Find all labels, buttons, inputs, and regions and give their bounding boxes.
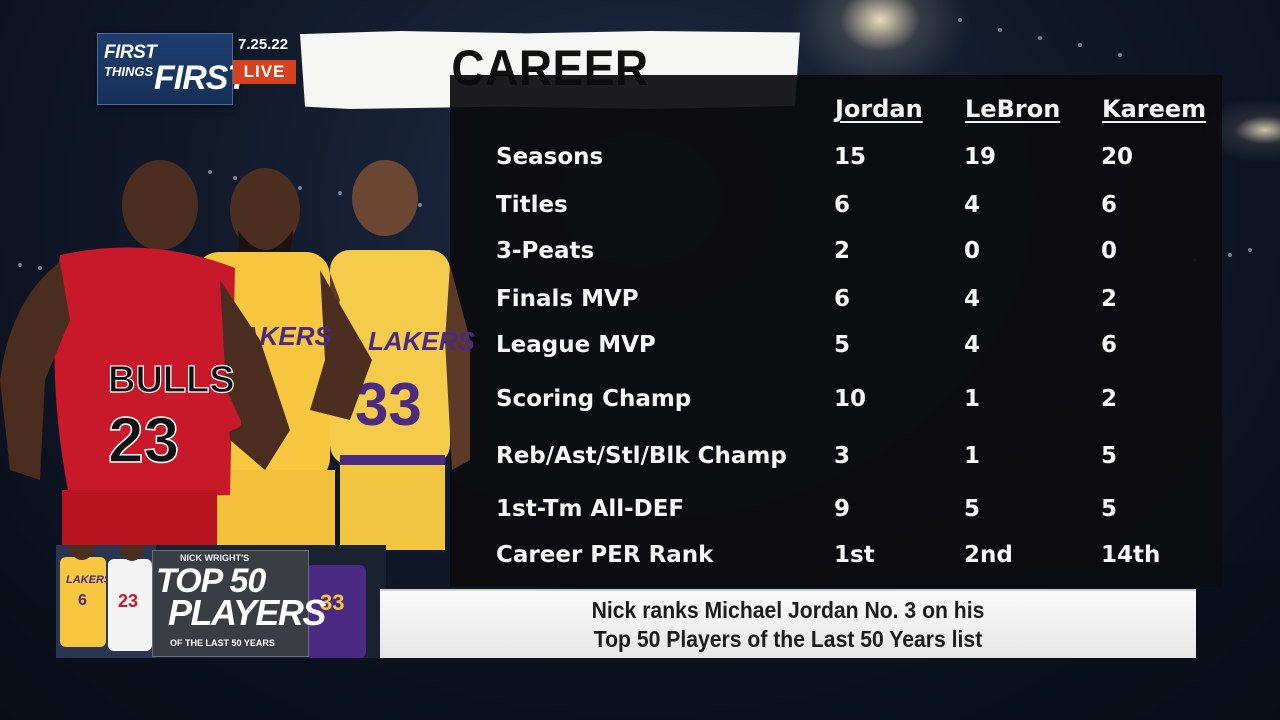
table-row: Titles 6 4 6 [450,192,1222,232]
cell-lebron: 19 [964,144,997,170]
row-label: Scoring Champ [496,386,692,412]
svg-text:LAKERS: LAKERS [66,574,112,586]
row-label: Titles [496,192,568,218]
svg-text:6: 6 [78,592,87,609]
logo-line1: FIRST [104,42,157,63]
row-label: League MVP [496,332,656,358]
table-row: Scoring Champ 10 1 2 [450,386,1222,426]
promo-sub-label: OF THE LAST 50 YEARS [170,638,275,648]
cell-kareem: 6 [1101,332,1118,358]
row-label: Reb/Ast/Stl/Blk Champ [496,443,787,469]
table-row: 1st-Tm All-DEF 9 5 5 [450,496,1222,536]
cell-lebron: 1 [964,443,981,469]
show-logo: FIRST THINGS FIRST [97,33,248,105]
cell-jordan: 2 [834,238,851,264]
promo-top-label: TOP 50 [156,562,266,600]
table-row: League MVP 5 4 6 [450,332,1222,372]
jordan-number: 23 [108,404,179,476]
cell-jordan: 6 [834,286,851,312]
cell-kareem: 14th [1101,542,1161,568]
svg-text:23: 23 [118,591,138,611]
top50-badge [152,550,309,657]
cell-kareem: 20 [1101,144,1134,170]
cell-jordan: 5 [834,332,851,358]
cell-lebron: 1 [964,386,981,412]
row-label: Finals MVP [496,286,639,312]
cell-kareem: 0 [1101,238,1118,264]
logo-line2: THINGS [104,64,154,79]
column-header-jordan: Jordan [835,95,923,123]
promo-art: LAKERS 6 23 33 [56,545,366,658]
row-label: Seasons [496,144,604,170]
table-row: Career PER Rank 1st 2nd 14th [450,542,1222,582]
table-row: Reb/Ast/Stl/Blk Champ 3 1 5 [450,443,1222,483]
kareem-figure: LAKERS 33 [300,160,476,550]
row-label: 3-Peats [496,238,595,264]
caption-line2: Top 50 Players of the Last 50 Years list [593,626,983,652]
cell-jordan: 15 [834,144,867,170]
comparison-table: Jordan LeBron Kareem Seasons 15 19 20 Ti… [450,75,1222,587]
cell-lebron: 0 [964,238,981,264]
jordan-figure: BULLS 23 [0,160,290,610]
cell-jordan: 1st [834,542,875,568]
table-row: Seasons 15 19 20 [450,144,1222,184]
kareem-number: 33 [355,371,422,438]
live-badge: LIVE [233,60,296,84]
cell-jordan: 9 [834,496,851,522]
column-header-kareem: Kareem [1102,95,1207,123]
row-label: Career PER Rank [496,542,714,568]
cell-kareem: 2 [1101,286,1118,312]
kareem-team: LAKERS [368,326,476,356]
promo-players-label: PLAYERS [168,592,326,633]
cell-lebron: 5 [964,496,981,522]
cell-lebron: 4 [964,332,981,358]
table-row: Finals MVP 6 4 2 [450,286,1222,326]
logo-line3: FIRST [154,59,248,97]
caption-line1: Nick ranks Michael Jordan No. 3 on his [591,597,985,623]
cell-kareem: 6 [1101,192,1118,218]
cell-kareem: 5 [1101,443,1118,469]
cell-lebron: 2nd [964,542,1013,568]
jordan-team: BULLS [108,359,235,401]
column-header-lebron: LeBron [965,95,1061,123]
cell-lebron: 4 [964,286,981,312]
cell-jordan: 3 [834,443,851,469]
cell-kareem: 5 [1101,496,1118,522]
broadcast-date: 7.25.22 [238,36,289,53]
table-row: 3-Peats 2 0 0 [450,238,1222,278]
players-illustration: LAKERS 33 LAKERS 6 BULLS 23 [0,160,476,610]
caption-bar: Nick ranks Michael Jordan No. 3 on his T… [380,589,1196,658]
row-label: 1st-Tm All-DEF [496,496,685,522]
cell-jordan: 10 [834,386,867,412]
comparison-panel: Jordan LeBron Kareem Seasons 15 19 20 Ti… [450,75,1222,587]
cell-lebron: 4 [964,192,981,218]
cell-jordan: 6 [834,192,851,218]
promo-small-label: NICK WRIGHT'S [180,553,250,563]
svg-text:33: 33 [320,590,344,615]
cell-kareem: 2 [1101,386,1118,412]
